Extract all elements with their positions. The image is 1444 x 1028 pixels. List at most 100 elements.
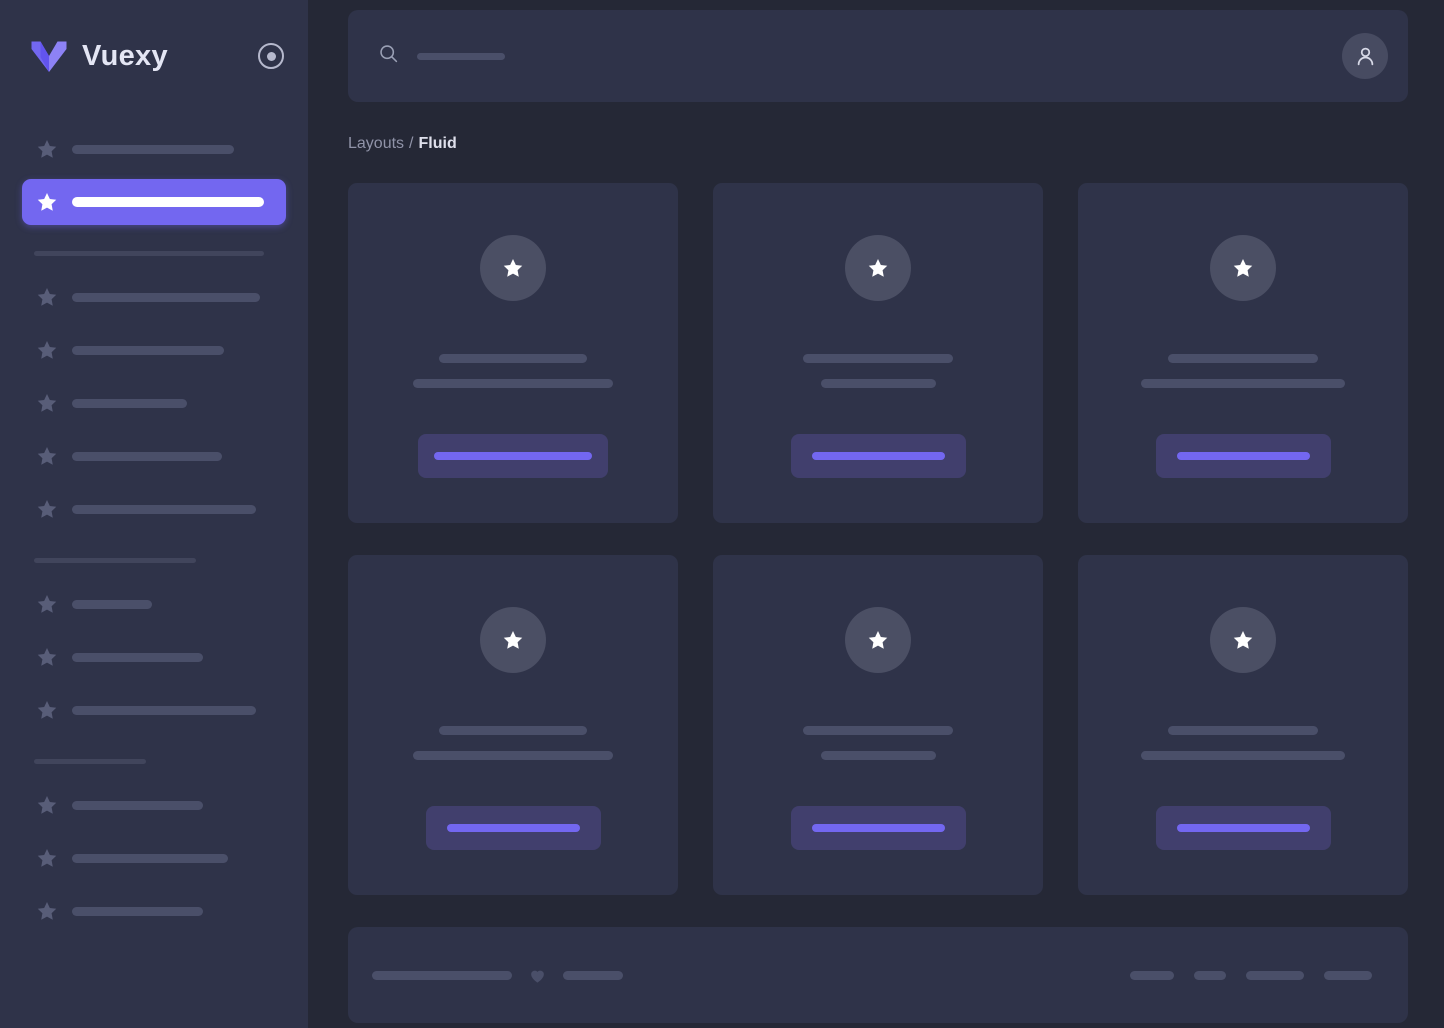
card-avatar (1210, 235, 1276, 301)
sidebar-spacer (22, 112, 286, 126)
sidebar-section-divider (34, 251, 264, 256)
footer-link-bar[interactable] (1246, 970, 1304, 980)
card-subtitle-bar (413, 751, 613, 760)
sidebar-item-2-1[interactable] (22, 634, 286, 680)
sidebar-item-label-bar (72, 705, 256, 715)
sidebar-item-0-0[interactable] (22, 126, 286, 172)
sidebar-item-1-1[interactable] (22, 327, 286, 373)
card-title-bar (439, 726, 587, 735)
sidebar-item-label-bar (72, 599, 152, 609)
main-content: Layouts / Fluid (310, 0, 1444, 1028)
content-card[interactable] (1078, 183, 1408, 523)
card-subtitle-bar (1141, 751, 1345, 760)
sidebar-item-3-2[interactable] (22, 888, 286, 934)
search-placeholder-bar (417, 52, 505, 60)
vuexy-logo-icon (30, 39, 68, 73)
card-action-button[interactable] (790, 434, 966, 478)
card-avatar (1210, 607, 1276, 673)
sidebar-header: Vuexy (0, 0, 308, 112)
card-avatar (480, 607, 546, 673)
footer-link-bar[interactable] (1194, 970, 1226, 980)
sidebar-section-divider (34, 759, 146, 764)
search-icon (378, 43, 399, 69)
content-card[interactable] (348, 183, 678, 523)
card-grid (348, 183, 1408, 895)
card-action-button-label-bar (811, 824, 945, 832)
card-avatar (845, 235, 911, 301)
footer-links (1130, 970, 1372, 980)
sidebar-section-divider (34, 558, 196, 563)
sidebar-item-0-1[interactable] (22, 179, 286, 225)
star-icon (868, 259, 888, 277)
sidebar-item-label-bar (72, 800, 203, 810)
card-avatar (480, 235, 546, 301)
sidebar-item-1-3[interactable] (22, 433, 286, 479)
brand[interactable]: Vuexy (30, 39, 258, 73)
footer-left (372, 966, 1130, 985)
heart-icon (528, 966, 547, 985)
content-card[interactable] (348, 555, 678, 895)
card-action-button[interactable] (790, 806, 966, 850)
card-action-button[interactable] (1155, 806, 1331, 850)
card-action-button-label-bar (446, 824, 580, 832)
card-title-bar (1168, 354, 1318, 363)
content-card[interactable] (1078, 555, 1408, 895)
card-action-button-label-bar (811, 452, 945, 460)
card-avatar (845, 607, 911, 673)
star-icon (36, 646, 58, 668)
star-icon (36, 847, 58, 869)
sidebar-item-label-bar (72, 144, 234, 154)
card-action-button[interactable] (1155, 434, 1331, 478)
breadcrumb-separator: / (409, 135, 414, 152)
sidebar-nav (0, 112, 308, 934)
star-icon (36, 286, 58, 308)
sidebar-item-label-bar (72, 504, 256, 514)
top-navbar (348, 10, 1408, 102)
card-action-button[interactable] (425, 806, 601, 850)
footer-link-bar[interactable] (1130, 970, 1174, 980)
sidebar: Vuexy (0, 0, 310, 1028)
sidebar-item-label-bar (72, 652, 203, 662)
star-icon (36, 794, 58, 816)
card-action-button-label-bar (1176, 824, 1310, 832)
sidebar-item-1-0[interactable] (22, 274, 286, 320)
breadcrumb-parent[interactable]: Layouts (348, 135, 405, 152)
card-action-button-label-bar (1176, 452, 1310, 460)
star-icon (1233, 259, 1253, 277)
sidebar-item-label-bar (72, 451, 222, 461)
card-title-bar (803, 354, 953, 363)
star-icon (868, 631, 888, 649)
breadcrumb: Layouts / Fluid (348, 136, 1408, 152)
avatar[interactable] (1342, 33, 1388, 79)
breadcrumb-current: Fluid (418, 135, 457, 152)
card-title-bar (803, 726, 953, 735)
brand-title: Vuexy (82, 39, 168, 72)
footer-link-bar[interactable] (1324, 970, 1372, 980)
search-input[interactable] (378, 43, 1342, 69)
sidebar-item-label-bar (72, 853, 228, 863)
card-action-button-label-bar (434, 452, 592, 460)
card-action-button[interactable] (418, 434, 608, 478)
sidebar-item-1-4[interactable] (22, 486, 286, 532)
star-icon (36, 445, 58, 467)
sidebar-item-label-bar (72, 292, 260, 302)
star-icon (503, 259, 523, 277)
content-card[interactable] (713, 183, 1043, 523)
content-card[interactable] (713, 555, 1043, 895)
star-icon (503, 631, 523, 649)
sidebar-item-3-0[interactable] (22, 782, 286, 828)
footer (348, 927, 1408, 1023)
star-icon (36, 900, 58, 922)
footer-author-bar[interactable] (563, 970, 623, 980)
circle-dot-icon[interactable] (258, 43, 284, 69)
sidebar-item-2-2[interactable] (22, 687, 286, 733)
sidebar-item-label-bar (72, 345, 224, 355)
star-icon (36, 392, 58, 414)
card-subtitle-bar (820, 751, 936, 760)
sidebar-item-2-0[interactable] (22, 581, 286, 627)
user-icon (1357, 47, 1373, 65)
sidebar-item-1-2[interactable] (22, 380, 286, 426)
sidebar-item-3-1[interactable] (22, 835, 286, 881)
star-icon (36, 191, 58, 213)
